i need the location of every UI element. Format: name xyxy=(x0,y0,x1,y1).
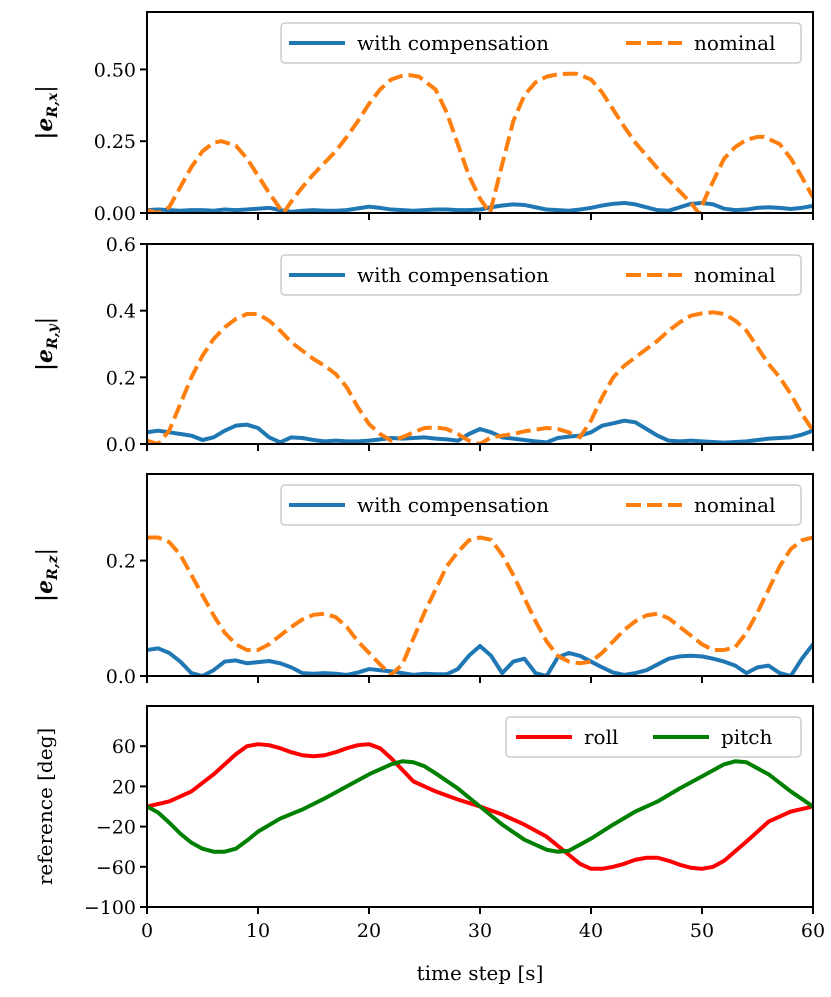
series-line-with-compensation xyxy=(147,642,813,676)
series-line-nominal xyxy=(147,71,813,213)
panel-reference: −100 −60 −20 20 60 0 10 20 30 40 50 60 reference [de… xyxy=(33,705,825,942)
legend-label: pitch xyxy=(721,725,772,749)
x-tick-label: 40 xyxy=(579,920,603,942)
series-line-nominal xyxy=(147,310,813,444)
x-tick-label: 10 xyxy=(246,920,270,942)
y-axis-label: |eR,x| xyxy=(32,85,61,139)
legend-label: nominal xyxy=(694,493,775,517)
y-tick-label: 0.2 xyxy=(106,551,136,573)
x-axis-label: time step [s] xyxy=(417,961,544,985)
y-tick-label: −100 xyxy=(84,897,136,919)
x-tick-label: 20 xyxy=(357,920,381,942)
series-group xyxy=(147,71,813,213)
series-group xyxy=(147,742,813,871)
x-tick-label: 50 xyxy=(690,920,714,942)
panel-rx: 0.00 0.25 0.50 |eR,x| with compensation nomin… xyxy=(32,11,814,225)
y-tick-label: −60 xyxy=(96,857,136,879)
legend-box xyxy=(280,254,802,296)
y-axis-label: reference [deg] xyxy=(33,728,57,885)
y-tick-label: 60 xyxy=(112,736,136,758)
series-line-pitch xyxy=(147,759,813,854)
legend-label: roll xyxy=(584,725,618,749)
series-group xyxy=(147,310,813,444)
series-line-with-compensation xyxy=(147,200,813,213)
legend: with compensation nominal xyxy=(280,22,802,64)
legend-box xyxy=(280,484,802,526)
y-tick-label: −20 xyxy=(96,817,136,839)
legend: roll pitch xyxy=(505,716,802,758)
x-tick-label: 30 xyxy=(468,920,492,942)
y-tick-label: 0.0 xyxy=(106,434,136,456)
legend-label: with compensation xyxy=(357,31,549,55)
y-tick-label: 0.25 xyxy=(94,131,136,153)
series-line-with-compensation xyxy=(147,418,813,444)
panel-rz: 0.0 0.2 |eR,z| with compensation nominal xyxy=(32,473,814,688)
x-tick-label: 60 xyxy=(801,920,825,942)
y-tick-label: 0.50 xyxy=(94,59,136,81)
y-tick-label: 0.00 xyxy=(94,203,136,225)
series-group xyxy=(147,535,813,676)
y-tick-label: 0.2 xyxy=(106,367,136,389)
series-line-nominal xyxy=(147,535,813,676)
y-tick-label: 20 xyxy=(112,776,136,798)
y-tick-label: 0.6 xyxy=(106,234,136,256)
y-axis-label: |eR,y| xyxy=(32,317,61,371)
y-tick-label: 0.0 xyxy=(106,666,136,688)
legend-label: with compensation xyxy=(357,263,549,287)
legend: with compensation nominal xyxy=(280,254,802,296)
legend-label: with compensation xyxy=(357,493,549,517)
legend: with compensation nominal xyxy=(280,484,802,526)
panel-ry: 0.0 0.2 0.4 0.6 |eR,y| with compensation nomin… xyxy=(32,234,814,456)
y-tick-label: 0.4 xyxy=(106,301,136,323)
legend-box xyxy=(280,22,802,64)
legend-label: nominal xyxy=(694,31,775,55)
y-axis-label: |eR,z| xyxy=(32,548,61,602)
legend-label: nominal xyxy=(694,263,775,287)
x-tick-label: 0 xyxy=(141,920,153,942)
